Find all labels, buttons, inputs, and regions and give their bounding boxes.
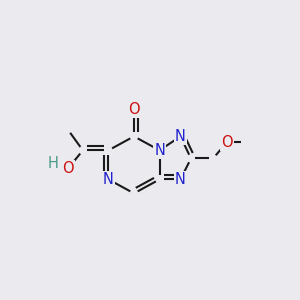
Text: N: N [154, 143, 165, 158]
Text: H: H [48, 156, 59, 171]
Text: N: N [175, 129, 186, 144]
Text: O: O [62, 161, 74, 176]
Text: O: O [128, 102, 140, 117]
Text: O: O [221, 135, 233, 150]
Text: N: N [175, 172, 186, 187]
Text: N: N [103, 172, 114, 187]
